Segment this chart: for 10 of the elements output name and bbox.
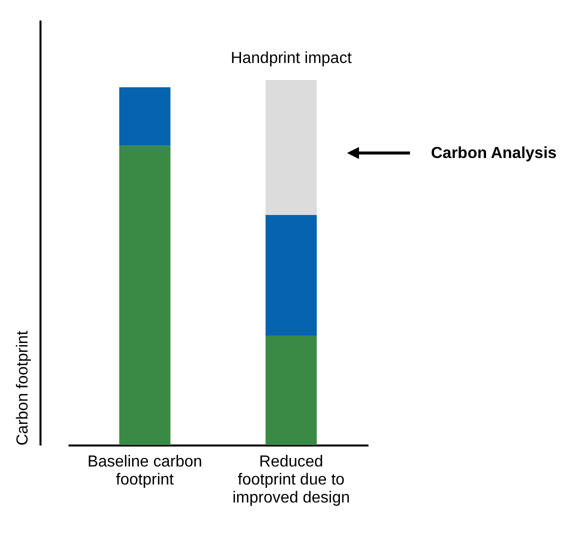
x-tick-label: Reduced footprint due to improved design: [232, 454, 350, 506]
bar: [266, 336, 317, 445]
bar: [266, 80, 317, 216]
bar: [119, 87, 170, 146]
bar: [119, 146, 170, 445]
bar: [266, 215, 317, 336]
x-tick-label: Baseline carbon footprint: [87, 454, 202, 488]
text: Carbon Analysis: [431, 145, 557, 162]
series-label: Handprint impact: [230, 50, 352, 67]
y-axis-title: Carbon footprint: [14, 330, 32, 446]
